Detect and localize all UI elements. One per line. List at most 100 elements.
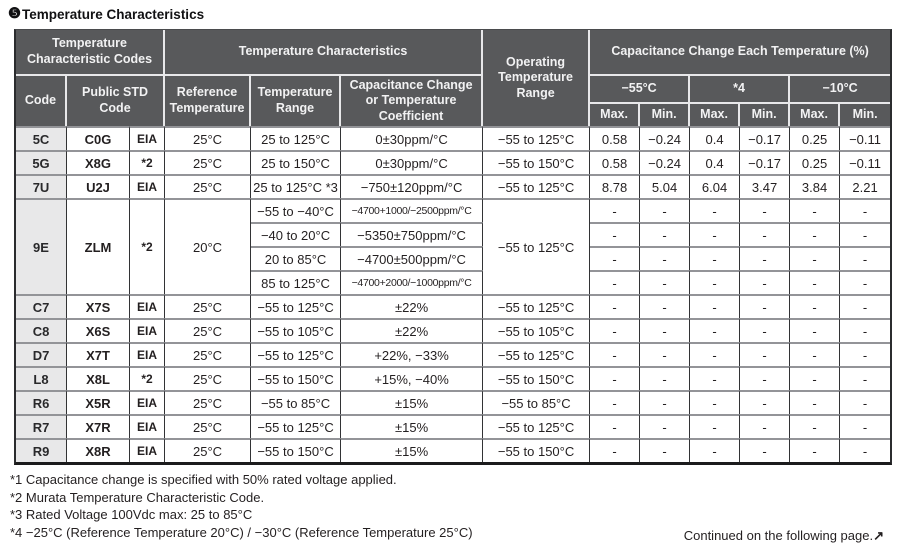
temp-range-cell: −55 to −40°C [251, 198, 342, 222]
cap-coeff-cell: ±15% [341, 390, 484, 414]
header-codes-group: Temperature Characteristic Codes [16, 30, 166, 76]
value-cell: - [840, 294, 891, 318]
value-cell: - [740, 414, 791, 438]
value-cell: 8.78 [590, 174, 641, 198]
footnote-1: *1 Capacitance change is specified with … [10, 472, 397, 487]
value-cell: - [590, 270, 641, 294]
value-cell: - [740, 366, 791, 390]
code-cell: 7U [16, 174, 67, 198]
op-range-cell: −55 to 105°C [483, 318, 591, 342]
header-min-1: Min. [640, 104, 691, 126]
value-cell: - [840, 366, 891, 390]
header-max-3: Max. [790, 104, 841, 126]
std-org-cell: *2 [130, 198, 166, 294]
cap-coeff-cell: 0±30ppm/°C [341, 126, 484, 150]
ref-temp-cell: 25°C [165, 438, 252, 462]
ref-temp-cell: 25°C [165, 126, 252, 150]
value-cell: - [590, 438, 641, 462]
code-cell: R6 [16, 390, 67, 414]
value-cell: - [690, 246, 741, 270]
value-cell: - [640, 414, 691, 438]
header-temp-minus10: −10°C [790, 76, 891, 104]
std-org-cell: *2 [130, 150, 166, 174]
value-cell: - [740, 438, 791, 462]
value-cell: - [840, 342, 891, 366]
value-cell: - [840, 198, 891, 222]
std-code-cell: X8R [67, 438, 130, 462]
code-cell: 5C [16, 126, 67, 150]
op-range-cell: −55 to 150°C [483, 438, 591, 462]
value-cell: - [740, 246, 791, 270]
value-cell: - [790, 318, 841, 342]
op-range-cell: −55 to 125°C [483, 414, 591, 438]
header-cap-change-coeff: Capacitance Change or Temperature Coeffi… [341, 76, 484, 126]
header-row-groups: Temperature Characteristic Codes Tempera… [16, 30, 891, 126]
value-cell: 2.21 [840, 174, 891, 198]
std-org-cell: EIA [130, 414, 166, 438]
value-cell: - [640, 366, 691, 390]
footnote-4: *4 −25°C (Reference Temperature 20°C) / … [10, 524, 473, 540]
value-cell: - [790, 222, 841, 246]
std-org-cell: EIA [130, 318, 166, 342]
header-public-std-code: Public STD Code [67, 76, 166, 126]
temp-range-cell: −55 to 125°C [251, 294, 342, 318]
table-header: Temperature Characteristic Codes Tempera… [16, 30, 891, 126]
value-cell: - [640, 246, 691, 270]
value-cell: - [790, 198, 841, 222]
code-cell: 5G [16, 150, 67, 174]
std-org-cell: EIA [130, 126, 166, 150]
std-org-cell: EIA [130, 438, 166, 462]
value-cell: - [690, 366, 741, 390]
value-cell: - [590, 294, 641, 318]
table-row: R6 X5R EIA 25°C −55 to 85°C ±15% −55 to 85°C - -… [16, 390, 891, 414]
header-min-3: Min. [840, 104, 891, 126]
value-cell: - [840, 438, 891, 462]
cap-coeff-cell: −750±120ppm/°C [341, 174, 484, 198]
continued-text: Continued on the following page. [683, 528, 874, 543]
std-code-cell: X8G [67, 150, 130, 174]
std-code-cell: X7R [67, 414, 130, 438]
value-cell: - [590, 414, 641, 438]
cap-coeff-cell: ±15% [341, 414, 484, 438]
value-cell: −0.17 [740, 150, 791, 174]
ref-temp-cell: 25°C [165, 318, 252, 342]
cap-coeff-cell: +22%, −33% [341, 342, 484, 366]
value-cell: - [790, 414, 841, 438]
ref-temp-cell: 25°C [165, 294, 252, 318]
table-row: 20 to 85°C −4700±500ppm/°C - - - - - - [16, 246, 891, 270]
value-cell: - [840, 414, 891, 438]
table-row: R7 X7R EIA 25°C −55 to 125°C ±15% −55 to 125°C… [16, 414, 891, 438]
temp-range-cell: 85 to 125°C [251, 270, 342, 294]
value-cell: - [790, 366, 841, 390]
value-cell: - [690, 198, 741, 222]
std-code-cell: X5R [67, 390, 130, 414]
value-cell: - [690, 270, 741, 294]
op-range-cell: −55 to 125°C [483, 126, 591, 150]
section-number-icon: ❺ [8, 6, 21, 23]
temp-range-cell: −55 to 105°C [251, 318, 342, 342]
temp-range-cell: −55 to 125°C [251, 342, 342, 366]
table-row: 5C C0G EIA 25°C 25 to 125°C 0±30ppm/°C −55 to … [16, 126, 891, 150]
value-cell: - [590, 318, 641, 342]
std-code-cell: X7T [67, 342, 130, 366]
value-cell: - [690, 414, 741, 438]
ref-temp-cell: 20°C [165, 198, 252, 294]
value-cell: - [840, 318, 891, 342]
value-cell: - [690, 318, 741, 342]
value-cell: −0.17 [740, 126, 791, 150]
ref-temp-cell: 25°C [165, 150, 252, 174]
std-code-cell: ZLM [67, 198, 130, 294]
table-row: R9 X8R EIA 25°C −55 to 150°C ±15% −55 to 150°C… [16, 438, 891, 462]
table-row: −40 to 20°C −5350±750ppm/°C - - - - - - [16, 222, 891, 246]
std-code-cell: X6S [67, 318, 130, 342]
value-cell: - [740, 294, 791, 318]
value-cell: - [740, 222, 791, 246]
cap-coeff-cell: +15%, −40% [341, 366, 484, 390]
value-cell: 0.58 [590, 126, 641, 150]
temp-range-cell: −55 to 125°C [251, 414, 342, 438]
header-min-2: Min. [740, 104, 791, 126]
header-row-columns: Code Public STD Code Reference Temperatu… [16, 76, 891, 126]
value-cell: - [590, 246, 641, 270]
cap-coeff-cell: −4700+1000/−2500ppm/°C [341, 198, 484, 222]
value-cell: 5.04 [640, 174, 691, 198]
